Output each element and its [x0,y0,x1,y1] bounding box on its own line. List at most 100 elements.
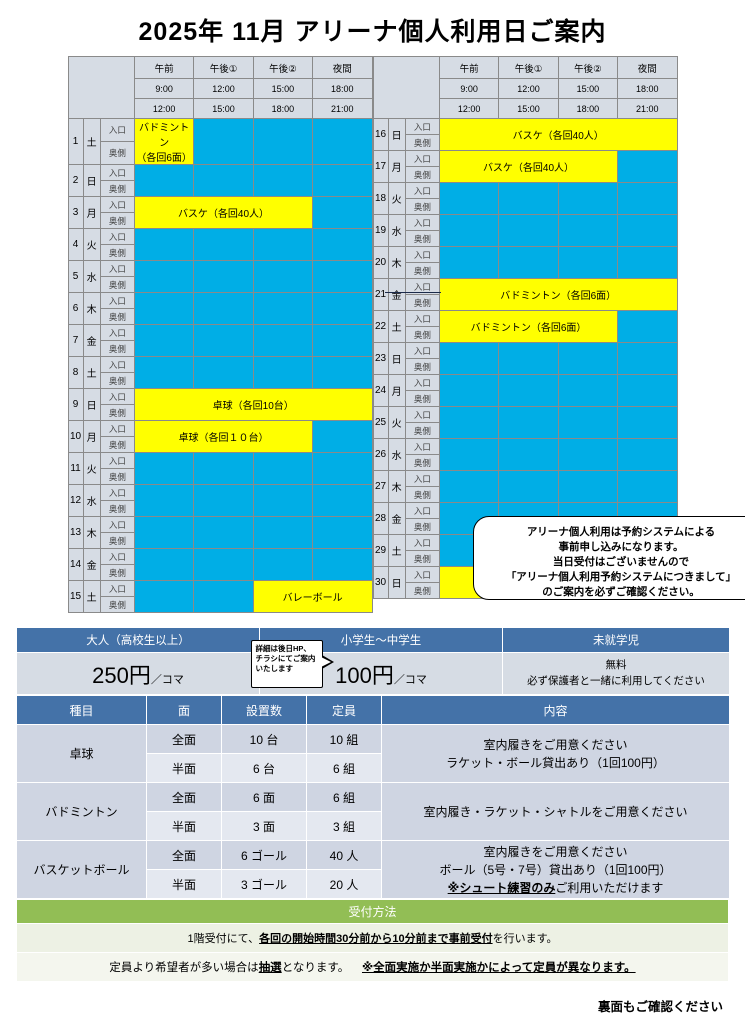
schedule-empty-cell[interactable] [312,484,373,517]
schedule-empty-cell[interactable] [438,406,500,439]
schedule-empty-cell[interactable] [498,438,559,471]
schedule-empty-cell[interactable] [193,356,254,389]
schedule-empty-cell[interactable] [498,182,559,215]
schedule-event-cell[interactable]: バドミントン（各回6面） [438,278,678,311]
schedule-event-cell[interactable]: バスケ（各回40人） [133,196,314,229]
schedule-empty-cell[interactable] [312,164,373,197]
schedule-empty-cell[interactable] [312,324,373,357]
schedule-empty-cell[interactable] [498,342,559,375]
schedule-empty-cell[interactable] [133,324,195,357]
schedule-empty-cell[interactable] [252,260,314,293]
schedule-empty-cell[interactable] [617,342,678,375]
schedule-empty-cell[interactable] [252,324,314,357]
schedule-empty-cell[interactable] [617,310,678,343]
schedule-empty-cell[interactable] [557,182,619,215]
schedule-empty-cell[interactable] [557,406,619,439]
schedule-empty-cell[interactable] [498,214,559,247]
schedule-event-cell[interactable]: バレーボール [252,580,373,613]
schedule-empty-cell[interactable] [193,324,254,357]
schedule-event-cell[interactable]: バスケ（各回40人） [438,150,619,183]
schedule-empty-cell[interactable] [617,374,678,407]
schedule-empty-cell[interactable] [193,292,254,325]
schedule-empty-cell[interactable] [617,214,678,247]
schedule-empty-cell[interactable] [498,470,559,503]
spec-header-3: 定員 [306,695,382,725]
schedule-empty-cell[interactable] [438,374,500,407]
schedule-event-cell[interactable]: バドミントン（各回6面） [438,310,619,343]
schedule-empty-cell[interactable] [438,214,500,247]
schedule-empty-cell[interactable] [193,260,254,293]
schedule-empty-cell[interactable] [557,374,619,407]
schedule-empty-cell[interactable] [133,356,195,389]
schedule-event-cell[interactable]: バスケ（各回40人） [438,118,678,151]
schedule-empty-cell[interactable] [312,292,373,325]
schedule-empty-cell[interactable] [312,420,373,453]
schedule-empty-cell[interactable] [312,516,373,549]
schedule-empty-cell[interactable] [557,438,619,471]
schedule-empty-cell[interactable] [312,228,373,261]
schedule-empty-cell[interactable] [252,356,314,389]
schedule-event-cell[interactable]: 卓球（各回10台） [133,388,373,421]
schedule-empty-cell[interactable] [133,580,195,613]
schedule-empty-cell[interactable] [193,484,254,517]
schedule-empty-cell[interactable] [252,292,314,325]
schedule-empty-cell[interactable] [252,164,314,197]
schedule-empty-cell[interactable] [312,260,373,293]
schedule-empty-cell[interactable] [193,548,254,581]
schedule-empty-cell[interactable] [252,516,314,549]
schedule-empty-cell[interactable] [438,342,500,375]
schedule-empty-cell[interactable] [133,484,195,517]
schedule-empty-cell[interactable] [617,470,678,503]
schedule-empty-cell[interactable] [133,164,195,197]
calendar-day-row: 12 水入口 [67,484,373,517]
schedule-empty-cell[interactable] [617,246,678,279]
day-number: 17 [372,150,389,183]
schedule-empty-cell[interactable] [557,342,619,375]
schedule-empty-cell[interactable] [193,228,254,261]
schedule-empty-cell[interactable] [438,438,500,471]
schedule-empty-cell[interactable] [617,406,678,439]
schedule-empty-cell[interactable] [498,246,559,279]
schedule-empty-cell[interactable] [498,374,559,407]
side-label-back: 奥側 [99,141,135,165]
schedule-empty-cell[interactable] [252,452,314,485]
schedule-empty-cell[interactable] [557,246,619,279]
schedule-event-cell[interactable]: 卓球（各回１０台） [133,420,314,453]
spec-table: 種目面設置数 定員 内容 卓球 全面 10 台 10 組室内履きをご用意ください ラケット・ボ… [16,695,730,899]
schedule-empty-cell[interactable] [312,452,373,485]
schedule-empty-cell[interactable] [312,196,373,229]
day-of-week: 水 [387,438,406,471]
schedule-empty-cell[interactable] [133,228,195,261]
schedule-empty-cell[interactable] [252,228,314,261]
schedule-empty-cell[interactable] [312,356,373,389]
schedule-empty-cell[interactable] [193,516,254,549]
schedule-empty-cell[interactable] [438,470,500,503]
schedule-empty-cell[interactable] [312,118,373,165]
schedule-empty-cell[interactable] [498,406,559,439]
schedule-empty-cell[interactable] [617,150,678,183]
schedule-empty-cell[interactable] [133,516,195,549]
calendar-day-row: 10 月入口 卓球（各回１０台） [67,420,373,453]
schedule-empty-cell[interactable] [252,118,314,165]
schedule-empty-cell[interactable] [193,452,254,485]
schedule-empty-cell[interactable] [133,292,195,325]
schedule-empty-cell[interactable] [438,246,500,279]
schedule-empty-cell[interactable] [252,548,314,581]
schedule-empty-cell[interactable] [252,484,314,517]
schedule-empty-cell[interactable] [133,452,195,485]
schedule-empty-cell[interactable] [193,580,254,613]
day-of-week: 火 [82,452,101,485]
schedule-empty-cell[interactable] [133,548,195,581]
schedule-empty-cell[interactable] [617,438,678,471]
schedule-event-cell[interactable]: バドミントン（各回6面） [133,118,195,165]
schedule-empty-cell[interactable] [557,214,619,247]
schedule-empty-cell[interactable] [193,118,254,165]
calendar-day-row: 8 土入口 [67,356,373,389]
schedule-empty-cell[interactable] [438,182,500,215]
schedule-empty-cell[interactable] [312,548,373,581]
schedule-empty-cell[interactable] [193,164,254,197]
schedule-empty-cell[interactable] [133,260,195,293]
schedule-empty-cell[interactable] [617,182,678,215]
schedule-empty-cell[interactable] [557,470,619,503]
